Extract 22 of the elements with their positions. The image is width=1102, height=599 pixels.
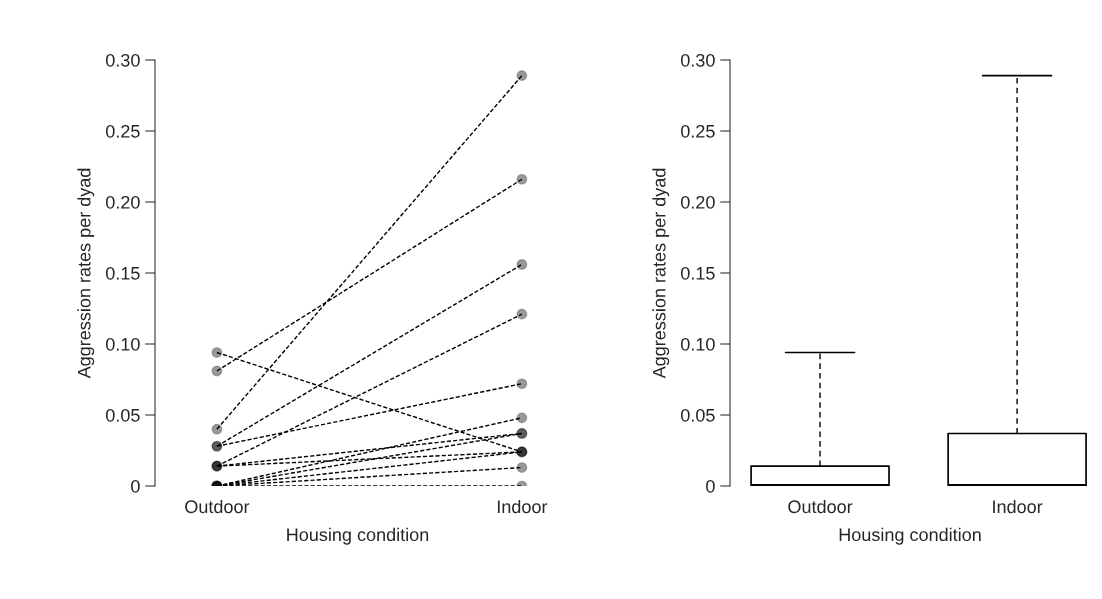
y-tick-label: 0 (706, 479, 715, 493)
x-tick-label: Outdoor (185, 499, 250, 514)
y-axis-title: Aggression rates per dyad (77, 168, 95, 379)
y-tick-label: 0.30 (680, 53, 715, 67)
y-tick-label: 0.15 (105, 266, 140, 280)
x-tick-label: Indoor (497, 499, 548, 514)
x-axis-title: Housing condition (287, 527, 429, 545)
y-axis-title: Aggression rates per dyad (652, 168, 670, 379)
y-tick-label: 0.25 (105, 124, 140, 138)
y-tick-label: 0.10 (680, 337, 715, 351)
x-tick-label: Indoor (993, 499, 1043, 514)
y-tick-label: 0.05 (105, 408, 140, 422)
y-tick-label: 0.30 (105, 53, 140, 67)
y-tick-label: 0.20 (680, 195, 715, 209)
x-tick-label: Outdoor (788, 499, 853, 514)
y-tick-label: 0.05 (680, 408, 715, 422)
y-tick-label: 0.25 (680, 124, 715, 138)
x-axis-title: Housing condition (839, 527, 981, 545)
y-tick-label: 0 (131, 479, 140, 493)
y-tick-label: 0.10 (105, 337, 140, 351)
y-tick-label: 0.15 (680, 266, 715, 280)
y-tick-label: 0.20 (105, 195, 140, 209)
